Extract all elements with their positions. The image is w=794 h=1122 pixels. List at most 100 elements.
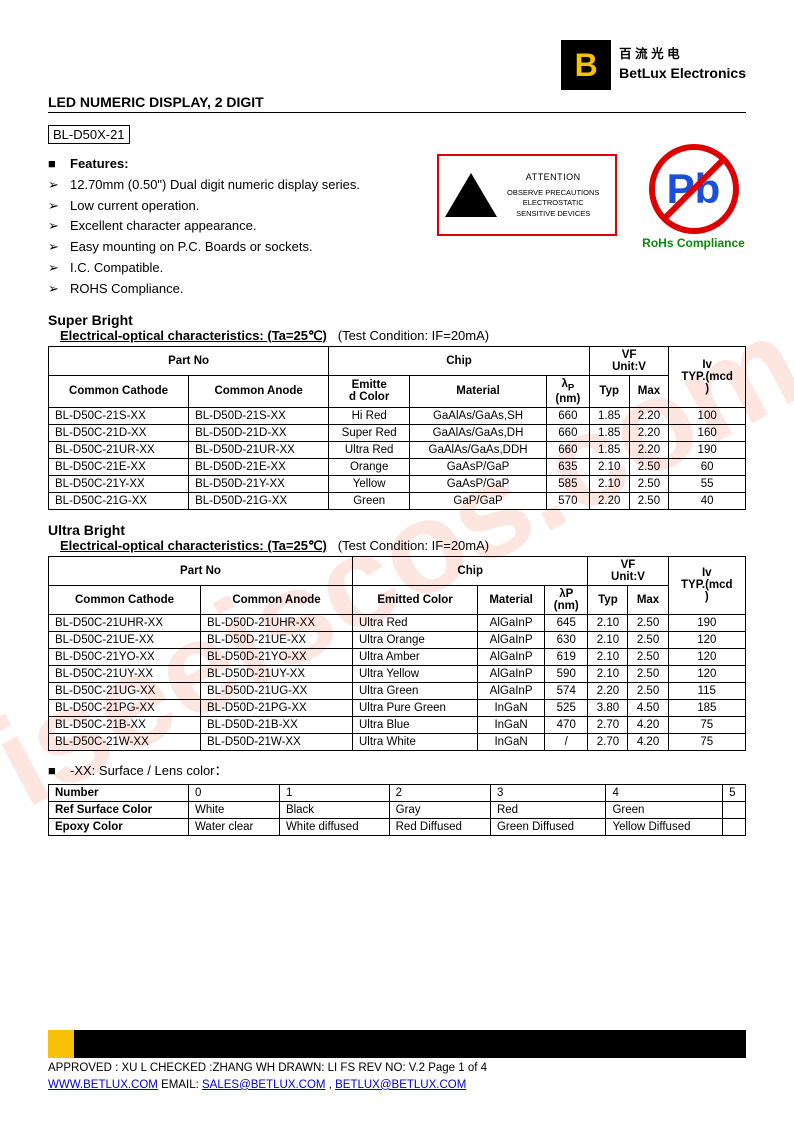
table-cell: 40 bbox=[669, 492, 746, 509]
table-cell: Ultra Orange bbox=[353, 631, 478, 648]
table-cell: AlGaInP bbox=[478, 648, 545, 665]
rohs-label: RoHs Compliance bbox=[641, 236, 746, 250]
table-row: BL-D50C-21UY-XXBL-D50D-21UY-XXUltra Yell… bbox=[49, 665, 746, 682]
logo-mark: B bbox=[561, 40, 611, 90]
lens-num-4: 4 bbox=[606, 784, 723, 801]
th-cc2: Common Cathode bbox=[49, 585, 201, 614]
pb-free-icon: Pb bbox=[649, 144, 739, 234]
feature-item: Low current operation. bbox=[70, 196, 199, 217]
table-cell: Ultra Pure Green bbox=[353, 699, 478, 716]
table-cell: InGaN bbox=[478, 699, 545, 716]
table-cell: 2.70 bbox=[588, 733, 628, 750]
arrow-bullet-icon: ➢ bbox=[48, 175, 58, 196]
table-cell: 1.85 bbox=[589, 424, 629, 441]
table-cell: / bbox=[545, 733, 588, 750]
table-cell: Orange bbox=[329, 458, 410, 475]
lens-ref-0: White bbox=[189, 801, 280, 818]
table-row: BL-D50C-21W-XXBL-D50D-21W-XXUltra WhiteI… bbox=[49, 733, 746, 750]
table-cell: Ultra Red bbox=[353, 614, 478, 631]
table-cell: 185 bbox=[668, 699, 745, 716]
th-cc: Common Cathode bbox=[49, 375, 189, 407]
lens-num-2: 2 bbox=[389, 784, 490, 801]
esd-attention: ATTENTION bbox=[507, 171, 599, 184]
table-cell: 2.10 bbox=[588, 631, 628, 648]
footer-email2-link[interactable]: BETLUX@BETLUX.COM bbox=[335, 1079, 466, 1091]
ultra-test-cond: (Test Condition: IF=20mA) bbox=[338, 538, 489, 553]
table-cell: Green bbox=[329, 492, 410, 509]
table-cell: Ultra Amber bbox=[353, 648, 478, 665]
table-cell: 2.20 bbox=[629, 424, 669, 441]
table-cell: 2.10 bbox=[589, 458, 629, 475]
table-cell: 120 bbox=[668, 631, 745, 648]
lens-epoxy-3: Green Diffused bbox=[490, 818, 606, 835]
th-vf2: VFUnit:V bbox=[588, 556, 668, 585]
ultra-sub-bold: Electrical-optical characteristics: (Ta=… bbox=[60, 538, 327, 553]
table-cell: 190 bbox=[668, 614, 745, 631]
table-cell: BL-D50D-21B-XX bbox=[201, 716, 353, 733]
title-rule bbox=[48, 112, 746, 113]
table-cell: 2.50 bbox=[628, 631, 668, 648]
footer-sep: , bbox=[326, 1079, 336, 1091]
table-cell: BL-D50C-21YO-XX bbox=[49, 648, 201, 665]
table-cell: 660 bbox=[546, 441, 589, 458]
footer-accent-yellow bbox=[48, 1030, 74, 1058]
table-cell: BL-D50D-21UHR-XX bbox=[201, 614, 353, 631]
table-cell: Super Red bbox=[329, 424, 410, 441]
table-cell: BL-D50C-21UE-XX bbox=[49, 631, 201, 648]
table-cell: BL-D50D-21YO-XX bbox=[201, 648, 353, 665]
table-cell: 75 bbox=[668, 733, 745, 750]
arrow-bullet-icon: ➢ bbox=[48, 237, 58, 258]
table-cell: 574 bbox=[545, 682, 588, 699]
lens-ref-4: Green bbox=[606, 801, 723, 818]
table-cell: BL-D50D-21UY-XX bbox=[201, 665, 353, 682]
table-cell: 2.50 bbox=[629, 492, 669, 509]
lens-epoxy-2: Red Diffused bbox=[389, 818, 490, 835]
th-max: Max bbox=[629, 375, 669, 407]
square-bullet-icon: ■ bbox=[48, 761, 58, 782]
footer-site-link[interactable]: WWW.BETLUX.COM bbox=[48, 1079, 158, 1091]
table-row: BL-D50C-21UR-XXBL-D50D-21UR-XXUltra RedG… bbox=[49, 441, 746, 458]
super-test-cond: (Test Condition: IF=20mA) bbox=[338, 328, 489, 343]
table-cell: Ultra Yellow bbox=[353, 665, 478, 682]
table-cell: BL-D50C-21D-XX bbox=[49, 424, 189, 441]
th-ca2: Common Anode bbox=[201, 585, 353, 614]
footer-email1-link[interactable]: SALES@BETLUX.COM bbox=[202, 1079, 326, 1091]
table-cell: 100 bbox=[669, 407, 746, 424]
table-cell: 2.50 bbox=[629, 475, 669, 492]
square-bullet-icon: ■ bbox=[48, 154, 58, 175]
company-logo: B 百 流 光 电 BetLux Electronics bbox=[561, 40, 746, 90]
logo-en: BetLux Electronics bbox=[619, 64, 746, 84]
table-cell: 2.50 bbox=[628, 665, 668, 682]
model-box: BL-D50X-21 bbox=[48, 125, 130, 144]
table-cell: 2.50 bbox=[628, 682, 668, 699]
arrow-bullet-icon: ➢ bbox=[48, 258, 58, 279]
ultra-bright-table: Part No Chip VFUnit:V IvTYP.(mcd) Common… bbox=[48, 556, 746, 751]
ultra-bright-title: Ultra Bright bbox=[48, 522, 746, 538]
table-cell: 4.50 bbox=[628, 699, 668, 716]
lens-num-5: 5 bbox=[723, 784, 746, 801]
table-cell: 2.10 bbox=[589, 475, 629, 492]
table-cell: 4.20 bbox=[628, 733, 668, 750]
th-partno2: Part No bbox=[49, 556, 353, 585]
th-mat2: Material bbox=[478, 585, 545, 614]
th-ca: Common Anode bbox=[189, 375, 329, 407]
lens-ref-label: Ref Surface Color bbox=[49, 801, 189, 818]
esd-line2: ELECTROSTATIC bbox=[507, 198, 599, 209]
th-lp2: λP(nm) bbox=[545, 585, 588, 614]
table-cell: BL-D50C-21PG-XX bbox=[49, 699, 201, 716]
table-cell: 525 bbox=[545, 699, 588, 716]
table-row: BL-D50C-21D-XXBL-D50D-21D-XXSuper RedGaA… bbox=[49, 424, 746, 441]
table-cell: GaAlAs/GaAs,DDH bbox=[410, 441, 547, 458]
super-bright-title: Super Bright bbox=[48, 312, 746, 328]
th-chip2: Chip bbox=[353, 556, 588, 585]
table-row: BL-D50C-21UG-XXBL-D50D-21UG-XXUltra Gree… bbox=[49, 682, 746, 699]
table-cell: 2.20 bbox=[629, 407, 669, 424]
table-cell: GaAsP/GaP bbox=[410, 475, 547, 492]
feature-item: ROHS Compliance. bbox=[70, 279, 183, 300]
table-cell: BL-D50C-21Y-XX bbox=[49, 475, 189, 492]
table-cell: BL-D50C-21UY-XX bbox=[49, 665, 201, 682]
header: B 百 流 光 电 BetLux Electronics bbox=[48, 40, 746, 90]
lens-num-0: 0 bbox=[189, 784, 280, 801]
table-row: BL-D50C-21UHR-XXBL-D50D-21UHR-XXUltra Re… bbox=[49, 614, 746, 631]
lens-ref-1: Black bbox=[279, 801, 389, 818]
